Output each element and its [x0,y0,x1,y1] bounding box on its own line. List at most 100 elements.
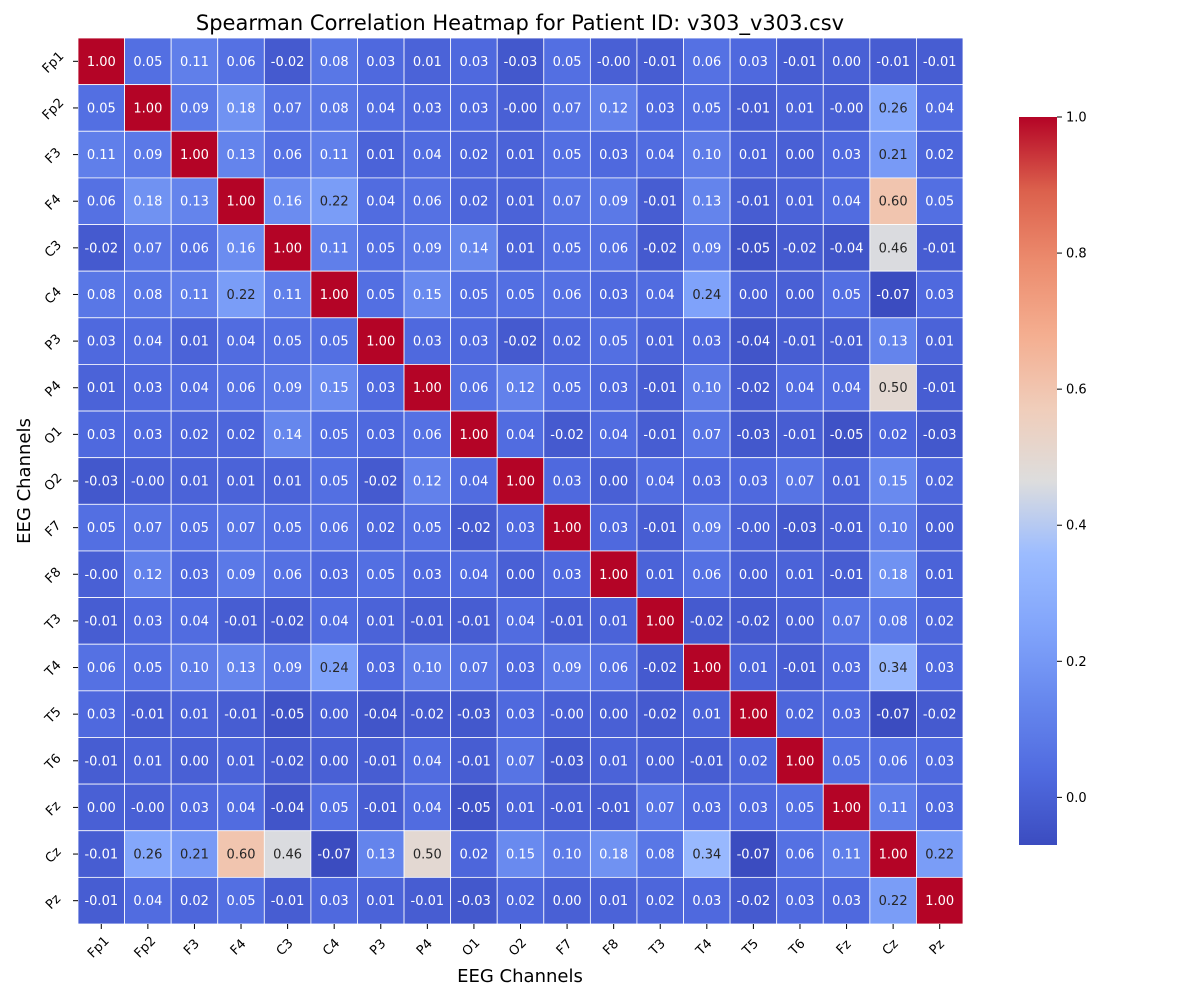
cell-value-label: 0.09 [599,195,628,210]
cell-value-label: 0.05 [366,241,395,256]
heatmap-cell-O1-F8 [589,410,638,459]
cell-value-label: -0.01 [783,661,817,676]
y-tick-label-T3: T3 [42,611,65,634]
cell-value-label: -0.01 [84,848,118,863]
heatmap-cell-C3-T3 [636,224,684,272]
x-tick-label-T6: T6 [786,936,809,959]
heatmap-cell-F7-Fz [822,503,871,552]
cell-value-label: 0.46 [879,241,908,256]
cell-value-label: 0.01 [413,55,442,70]
heatmap-cell-Fz-Pz [916,783,964,832]
cell-value-label: -0.00 [131,801,165,816]
heatmap-cell-F4-T6 [776,177,824,225]
heatmap-cell-F8-F8 [589,550,638,598]
colorbar-gradient [1019,117,1057,845]
heatmap-cell-T4-T3 [636,643,684,692]
cell-value-label: 0.07 [785,475,814,490]
cell-value-label: 0.02 [739,754,768,769]
heatmap-cell-P3-T4 [683,317,731,365]
heatmap-cell-T4-F3 [170,643,219,692]
cell-value-label: 0.04 [413,148,442,163]
cell-value-label: -0.01 [84,754,118,769]
cell-value-label: -0.01 [457,614,491,629]
cell-value-label: 0.06 [413,195,442,210]
heatmap-cell-C4-Pz [916,270,964,319]
cell-value-label: 0.02 [646,894,675,909]
cell-value-label: 0.03 [925,801,954,816]
x-tick-label-C3: C3 [274,936,297,959]
heatmap-cell-C3-Pz [916,224,964,272]
heatmap-cell-F7-T6 [776,503,824,552]
heatmap-cell-F7-Pz [916,503,964,552]
heatmap-cell-C3-P4 [403,224,452,272]
cell-value-label: 0.06 [273,148,302,163]
heatmap-cell-O1-O1 [450,410,498,459]
cell-value-label: 0.11 [320,241,349,256]
cell-value-label: 0.03 [413,568,442,583]
cell-value-label: 0.03 [832,894,861,909]
cell-value-label: 0.03 [133,381,162,396]
cell-value-label: 0.22 [227,288,256,303]
y-tick-label-Fp2: Fp2 [40,96,68,124]
cell-value-label: -0.04 [364,708,398,723]
cell-value-label: 0.02 [785,708,814,723]
x-tick-label-F8: F8 [600,937,622,959]
cell-value-label: 0.03 [739,475,768,490]
heatmap-cell-O1-P4 [403,410,452,459]
heatmap-cell-Cz-Cz [869,830,917,878]
cell-value-label: 0.26 [879,101,908,116]
heatmap-cell-O1-Fp2 [124,410,172,459]
cell-value-label: 0.18 [227,101,256,116]
cell-value-label: 0.05 [506,288,535,303]
cell-value-label: 0.01 [785,195,814,210]
cell-value-label: 1.00 [227,195,256,210]
cell-value-label: 0.09 [553,661,582,676]
heatmap-cell-F7-C3 [263,503,312,552]
cell-value-label: -0.00 [597,55,631,70]
cell-value-label: -0.02 [84,241,118,256]
cell-value-label: -0.02 [923,708,957,723]
cell-value-label: 0.22 [320,195,349,210]
heatmap-cell-F4-F4 [217,177,265,225]
cell-value-label: 0.11 [180,55,209,70]
cell-value-label: 0.07 [553,195,582,210]
heatmap-cell-Fp1-O2 [496,37,545,86]
y-tick-label-T6: T6 [42,751,65,774]
heatmap-cell-Cz-P3 [357,830,405,878]
heatmap-cell-F4-P3 [357,177,405,225]
heatmap-cell-Cz-F3 [170,830,219,878]
heatmap-cell-C4-Fp2 [124,270,172,319]
cell-value-label: 0.09 [133,148,162,163]
y-tick-label-Cz: Cz [43,845,65,867]
heatmap-cell-C4-O1 [450,270,498,319]
cell-value-label: -0.01 [224,614,258,629]
heatmap-cell-Fz-P4 [403,783,452,832]
cell-value-label: 0.03 [180,801,209,816]
heatmap-cell-T3-Pz [916,597,964,645]
colorbar: 1.0 0.8 0.6 0.4 0.2 0.0 [1019,111,1087,845]
cell-value-label: 0.01 [599,614,628,629]
cell-value-label: 1.00 [506,475,535,490]
heatmap-cell-P3-F8 [589,317,638,365]
heatmap-cell-O2-P3 [357,457,405,505]
cell-value-label: -0.03 [737,428,771,443]
cell-value-label: 0.04 [133,894,162,909]
cell-value-label: 1.00 [553,521,582,536]
x-tick-label-Cz: Cz [880,936,902,958]
colorbar-tick-label: 0.0 [1066,791,1087,806]
heatmap-cell-Pz-F8 [589,876,638,925]
cell-value-label: 0.05 [133,661,162,676]
cell-value-label: -0.02 [643,661,677,676]
cell-value-label: 0.34 [692,848,721,863]
cell-value-label: 0.07 [459,661,488,676]
cell-value-label: 0.01 [646,335,675,350]
cell-value-label: -0.01 [643,521,677,536]
cell-value-label: -0.01 [84,894,118,909]
cell-value-label: 0.03 [599,288,628,303]
cell-value-label: -0.01 [411,614,445,629]
heatmap-cell-Fp1-C4 [310,37,358,86]
heatmap-cell-P4-T3 [636,364,684,412]
y-tick-label-F7: F7 [43,518,65,540]
cell-value-label: 0.01 [506,801,535,816]
